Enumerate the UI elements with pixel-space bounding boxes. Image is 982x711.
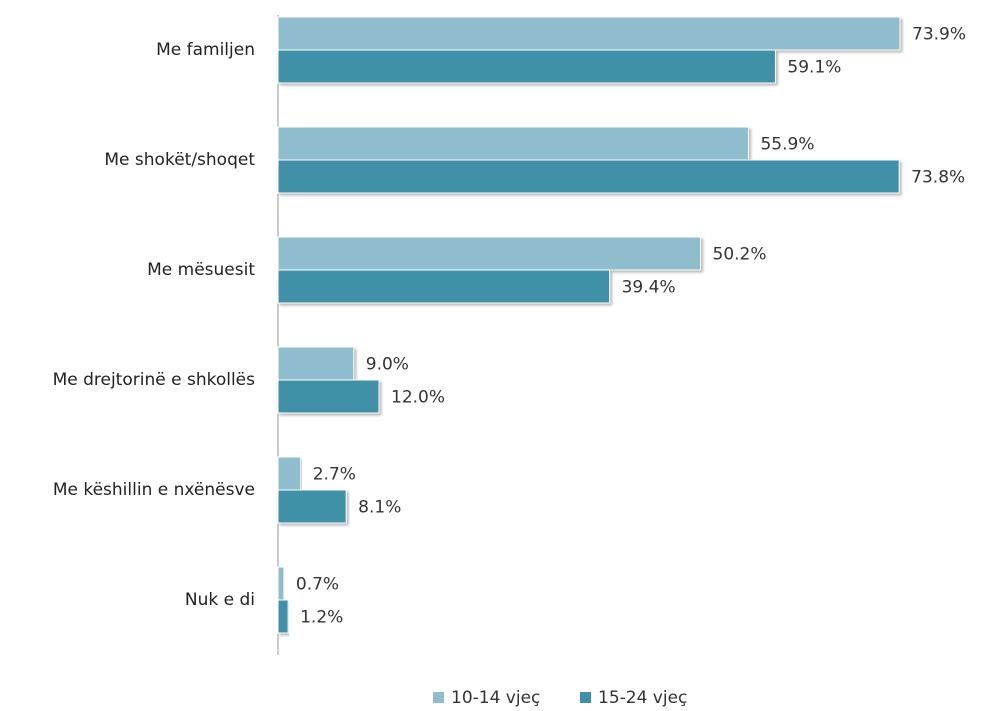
category-label: Me familjen — [156, 40, 255, 60]
bar — [277, 159, 900, 194]
value-label: 12.0% — [391, 388, 445, 408]
category-label: Nuk e di — [185, 590, 255, 610]
value-label: 2.7% — [313, 465, 356, 485]
bar — [277, 346, 355, 381]
category-label: Me këshillin e nxënësve — [53, 480, 255, 500]
legend-label: 15-24 vjeç — [598, 688, 687, 708]
value-label: 8.1% — [358, 498, 401, 518]
value-label: 59.1% — [787, 58, 841, 78]
bar — [277, 49, 776, 84]
legend-swatch — [580, 692, 591, 703]
bar — [277, 599, 289, 634]
value-label: 0.7% — [296, 575, 339, 595]
category-label: Me drejtorinë e shkollës — [53, 370, 256, 390]
bar — [277, 16, 901, 51]
value-label: 9.0% — [366, 355, 409, 375]
legend-label: 10-14 vjeç — [451, 688, 540, 708]
bar — [277, 269, 611, 304]
value-label: 39.4% — [622, 278, 676, 298]
value-label: 73.8% — [911, 168, 965, 188]
value-label: 1.2% — [300, 608, 343, 628]
value-label: 55.9% — [760, 135, 814, 155]
bar — [277, 379, 380, 414]
value-label: 50.2% — [713, 245, 767, 265]
bar — [277, 126, 749, 161]
bar — [277, 566, 285, 601]
bar — [277, 456, 302, 491]
bar — [277, 236, 702, 271]
value-label: 73.9% — [912, 25, 966, 45]
legend-swatch — [433, 692, 444, 703]
category-label: Me shokët/shoqet — [104, 150, 255, 170]
bar — [277, 489, 347, 524]
category-label: Me mësuesit — [147, 260, 255, 280]
